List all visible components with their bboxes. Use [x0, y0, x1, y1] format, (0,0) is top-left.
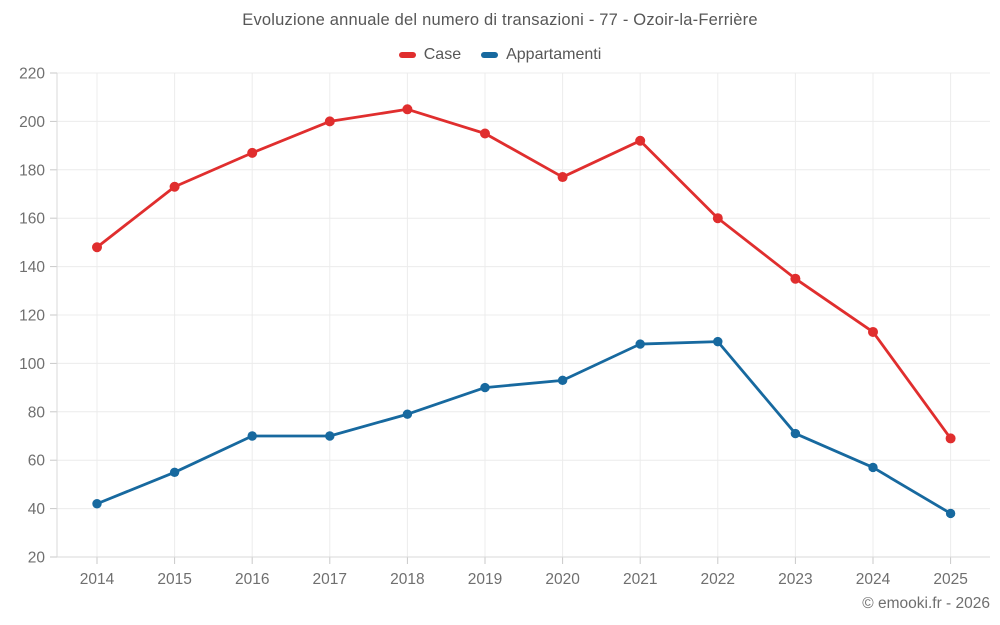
y-axis-tick-label: 220 [19, 66, 45, 83]
data-point-appartamenti-2014[interactable] [92, 499, 102, 509]
data-point-case-2017[interactable] [324, 116, 335, 127]
y-axis-tick-label: 140 [19, 259, 45, 276]
y-axis-tick-label: 40 [28, 501, 46, 518]
data-point-appartamenti-2017[interactable] [325, 431, 335, 441]
chart-legend: Case Appartamenti [0, 46, 1000, 64]
y-axis-tick-label: 100 [19, 356, 45, 373]
data-point-appartamenti-2023[interactable] [790, 428, 801, 439]
y-axis-tick-label: 80 [28, 404, 46, 421]
y-axis-tick-label: 200 [19, 114, 45, 131]
data-point-case-2024[interactable] [868, 326, 878, 337]
chart-title: Evoluzione annuale del numero di transaz… [242, 11, 758, 29]
data-point-appartamenti-2025[interactable] [945, 508, 956, 519]
data-point-case-2023[interactable] [790, 273, 801, 284]
x-axis-tick-label: 2022 [701, 571, 735, 588]
data-point-case-2014[interactable] [92, 242, 102, 253]
x-axis-tick-label: 2025 [933, 571, 967, 588]
data-point-appartamenti-2016[interactable] [247, 431, 257, 441]
data-point-appartamenti-2015[interactable] [169, 467, 180, 477]
data-point-case-2021[interactable] [635, 135, 646, 146]
x-axis-tick-label: 2015 [157, 571, 191, 588]
y-axis-tick-label: 160 [19, 211, 45, 228]
data-point-case-2025[interactable] [945, 433, 956, 444]
legend-item-case[interactable]: Case [398, 46, 462, 64]
case-series-swatch-icon [398, 52, 416, 58]
data-point-appartamenti-2024[interactable] [868, 462, 878, 473]
data-point-case-2020[interactable] [557, 172, 568, 183]
legend-label-appartamenti: Appartamenti [506, 46, 602, 63]
x-axis-tick-label: 2014 [80, 571, 115, 588]
data-point-case-2018[interactable] [402, 104, 413, 115]
y-axis-tick-label: 120 [19, 308, 45, 325]
appartamenti-series-swatch-icon [481, 52, 499, 58]
data-point-case-2019[interactable] [480, 128, 490, 139]
data-point-case-2022[interactable] [712, 213, 723, 224]
legend-item-appartamenti[interactable]: Appartamenti [481, 46, 601, 64]
y-axis-tick-label: 60 [28, 453, 46, 470]
data-point-case-2015[interactable] [169, 181, 180, 192]
data-point-case-2016[interactable] [247, 147, 258, 158]
x-axis-tick-label: 2016 [235, 571, 269, 588]
x-axis-tick-label: 2018 [390, 571, 424, 588]
data-point-appartamenti-2020[interactable] [557, 375, 568, 386]
data-point-appartamenti-2019[interactable] [480, 382, 490, 393]
series-line-appartamenti [96, 340, 952, 515]
data-point-appartamenti-2018[interactable] [402, 409, 413, 419]
data-point-appartamenti-2021[interactable] [635, 339, 645, 349]
x-axis-tick-label: 2019 [468, 571, 502, 588]
y-axis-tick-label: 20 [28, 550, 46, 567]
x-axis-tick-label: 2023 [778, 571, 812, 588]
copyright-footer: © emooki.fr - 2026 [862, 595, 990, 612]
y-axis-tick-label: 180 [19, 162, 45, 179]
legend-label-case: Case [423, 46, 462, 63]
x-axis-tick-label: 2020 [545, 571, 580, 588]
x-axis-tick-label: 2017 [313, 571, 347, 588]
series-line-case [96, 107, 952, 440]
data-point-appartamenti-2022[interactable] [713, 336, 723, 347]
x-axis-tick-label: 2021 [623, 571, 657, 588]
x-axis-tick-label: 2024 [856, 571, 891, 588]
